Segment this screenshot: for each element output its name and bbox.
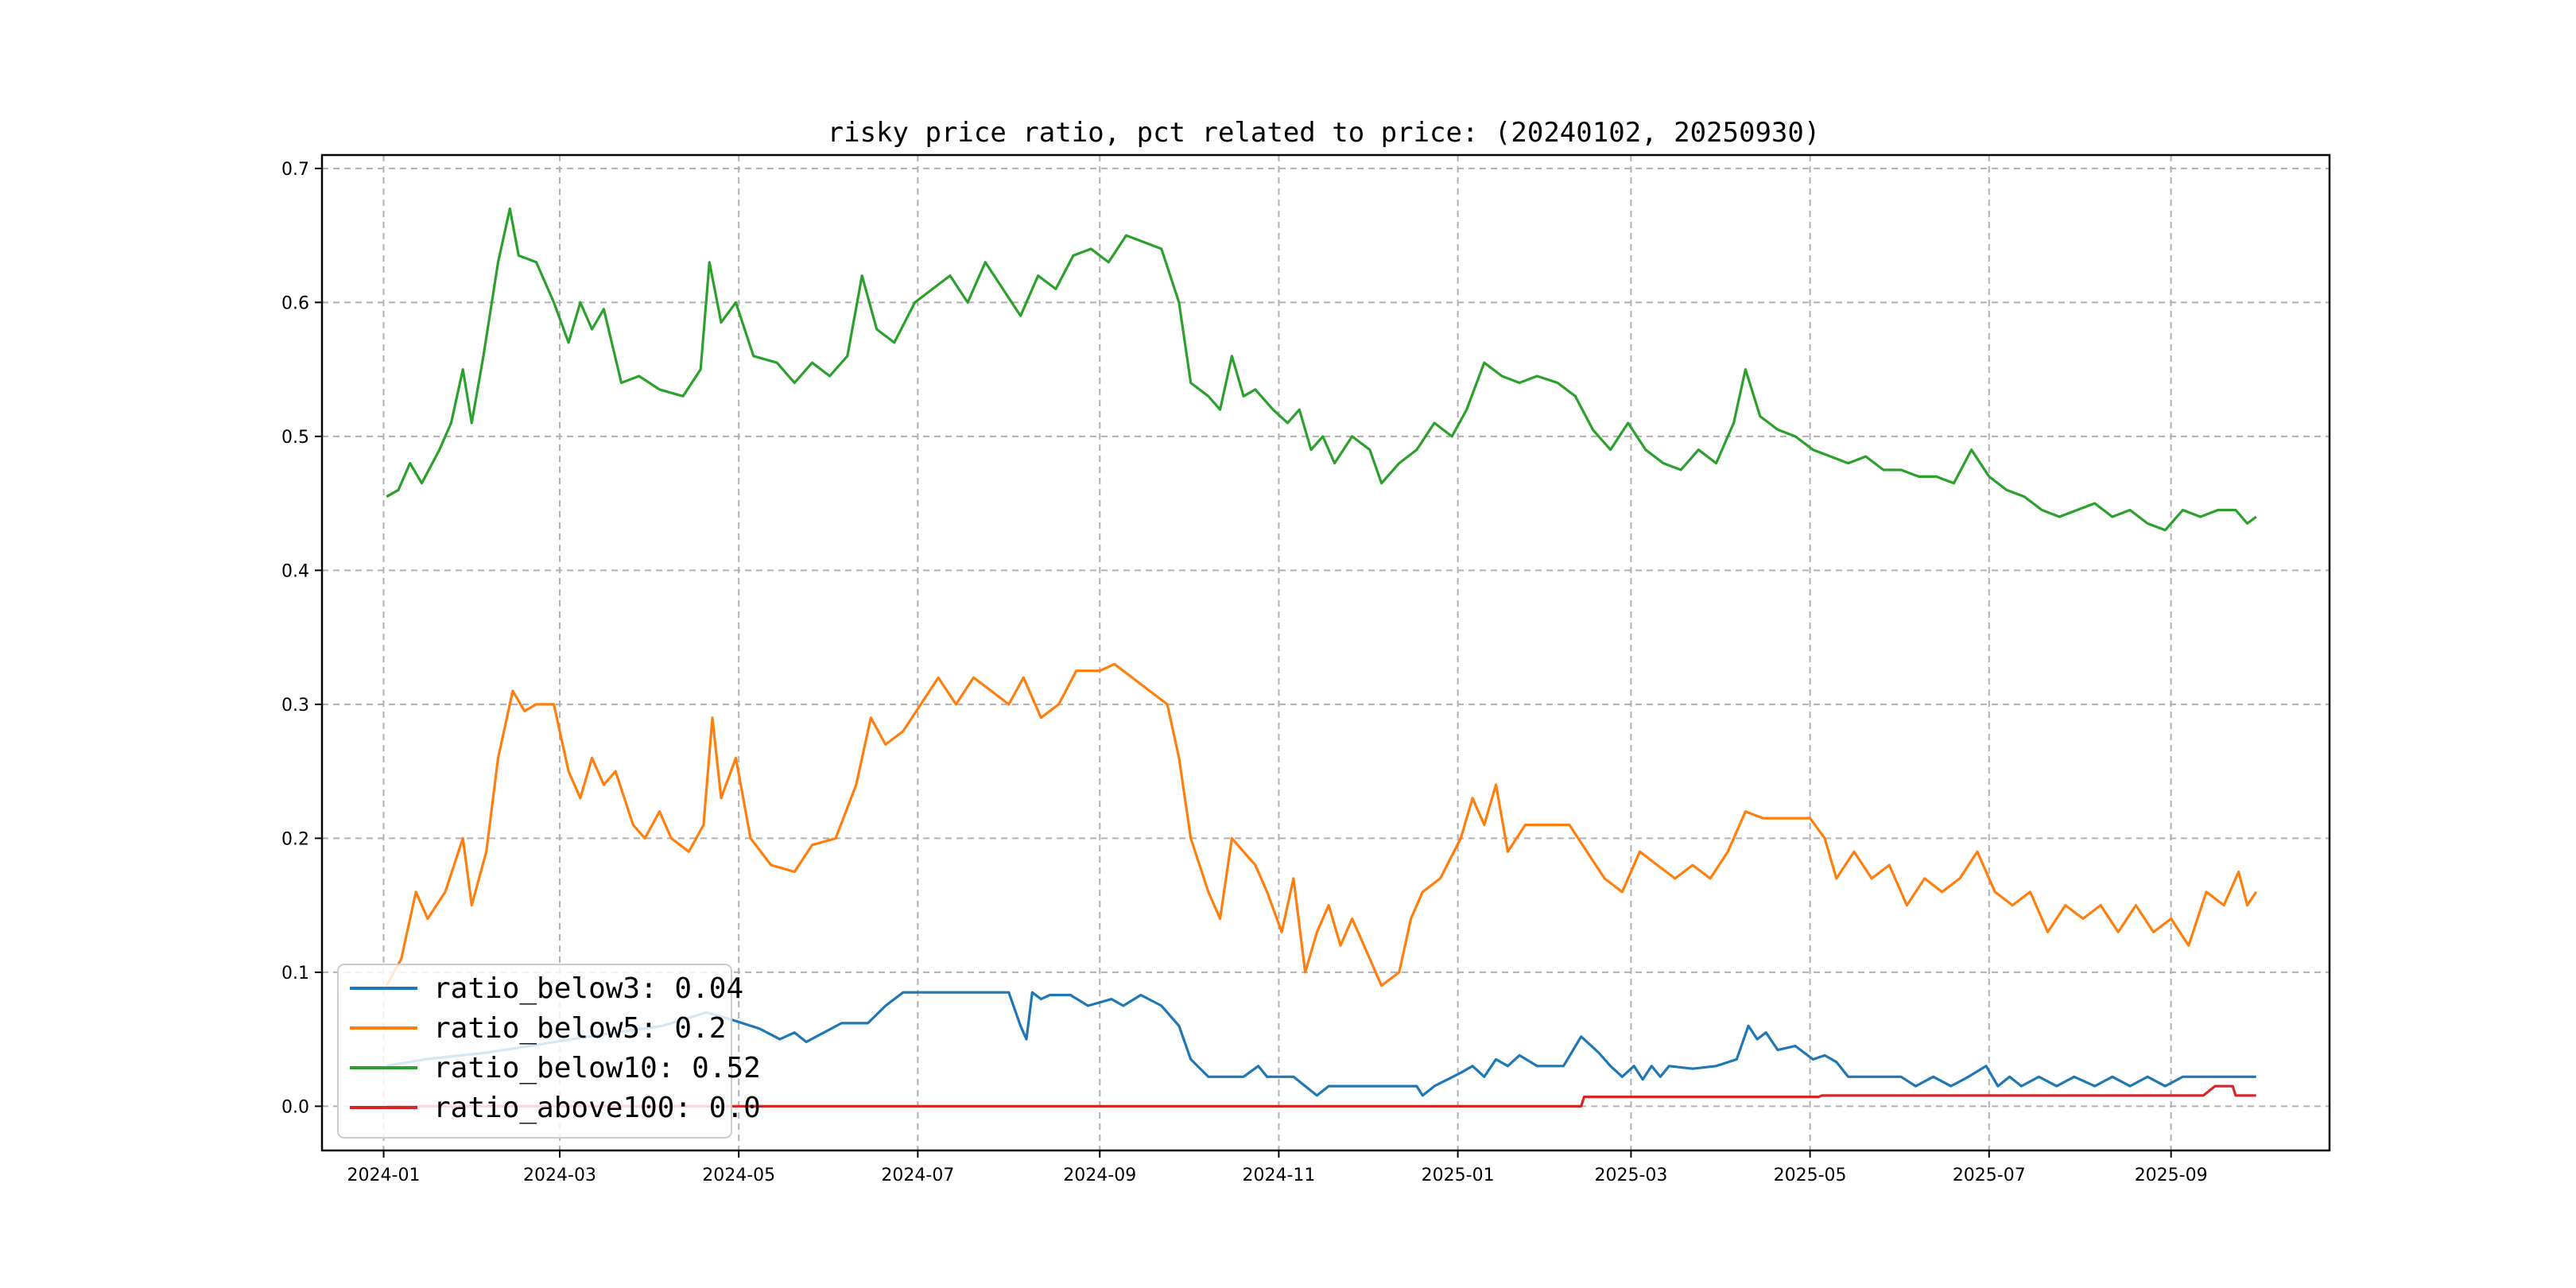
y-tick-label: 0.4	[281, 561, 309, 581]
x-tick-label: 2024-07	[881, 1166, 954, 1185]
x-tick-label: 2024-01	[347, 1166, 421, 1185]
x-tick-label: 2025-01	[1422, 1166, 1495, 1185]
series-line-ratio_below3	[386, 991, 2256, 1097]
series-line-ratio_below5	[385, 662, 2258, 987]
legend-box	[337, 964, 732, 1139]
legend: ratio_below3: 0.04 ratio_below5: 0.2 ratio…	[337, 964, 761, 1139]
x-tick-label: 2025-07	[1953, 1166, 2026, 1185]
series-line-ratio_below10	[386, 207, 2257, 532]
series-lines	[385, 207, 2258, 1108]
x-tick-label: 2024-05	[702, 1166, 775, 1185]
y-tick-label: 0.2	[281, 829, 309, 849]
x-tick-label: 2024-03	[523, 1166, 596, 1185]
plot-frame	[320, 153, 2331, 1152]
x-tick-label: 2025-03	[1594, 1166, 1667, 1185]
y-tick-label: 0.0	[281, 1097, 309, 1117]
grid-lines	[322, 155, 2330, 1150]
legend-label-ratio_below10: ratio_below10: 0.52	[433, 1052, 761, 1084]
y-tick-label: 0.6	[281, 293, 309, 313]
series-line-ratio_above100	[386, 1084, 2256, 1108]
x-tick-label: 2025-09	[2135, 1166, 2208, 1185]
legend-label-ratio_below5: ratio_below5: 0.2	[433, 1012, 726, 1045]
y-tick-label: 0.7	[281, 160, 309, 180]
chart-title: risky price ratio, pct related to price:…	[828, 117, 1821, 149]
x-tick-label: 2024-11	[1242, 1166, 1315, 1185]
x-tick-label: 2024-09	[1063, 1166, 1136, 1185]
axis-ticks: 2024-01 2024-03 2024-05 2024-07 2024-09 2024-…	[281, 160, 2208, 1185]
y-tick-label: 0.5	[281, 428, 309, 448]
legend-label-ratio_above100: ratio_above100: 0.0	[433, 1092, 761, 1124]
y-tick-label: 0.3	[281, 696, 309, 716]
y-tick-label: 0.1	[281, 964, 309, 983]
x-tick-label: 2025-05	[1774, 1166, 1847, 1185]
legend-label-ratio_below3: ratio_below3: 0.04	[433, 972, 743, 1005]
